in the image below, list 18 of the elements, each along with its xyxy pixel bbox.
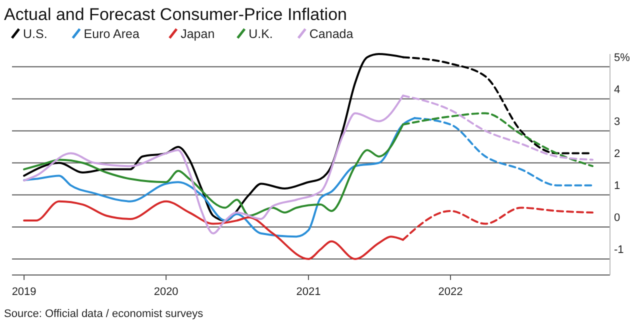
y-tick-label: -1 bbox=[614, 244, 624, 256]
y-tick-label: 1 bbox=[614, 180, 620, 192]
legend-label: U.S. bbox=[23, 27, 48, 41]
y-tick-label: 5% bbox=[614, 52, 630, 64]
x-tick-label: 2022 bbox=[438, 286, 463, 298]
legend-label: U.K. bbox=[248, 27, 273, 41]
x-tick-label: 2020 bbox=[154, 286, 178, 298]
legend-label: Euro Area bbox=[84, 27, 140, 41]
legend-label: Japan bbox=[180, 27, 215, 41]
y-tick-label: 2 bbox=[614, 148, 620, 160]
y-tick-label: 4 bbox=[614, 84, 620, 96]
x-tick-label: 2019 bbox=[12, 286, 36, 298]
source-note: Source: Official data / economist surveys bbox=[4, 308, 204, 320]
x-tick-label: 2021 bbox=[296, 286, 321, 298]
y-tick-label: 0 bbox=[614, 212, 620, 224]
legend-label: Canada bbox=[309, 27, 354, 41]
y-tick-label: 3 bbox=[614, 116, 620, 128]
chart-title: Actual and Forecast Consumer-Price Inflation bbox=[4, 5, 347, 24]
